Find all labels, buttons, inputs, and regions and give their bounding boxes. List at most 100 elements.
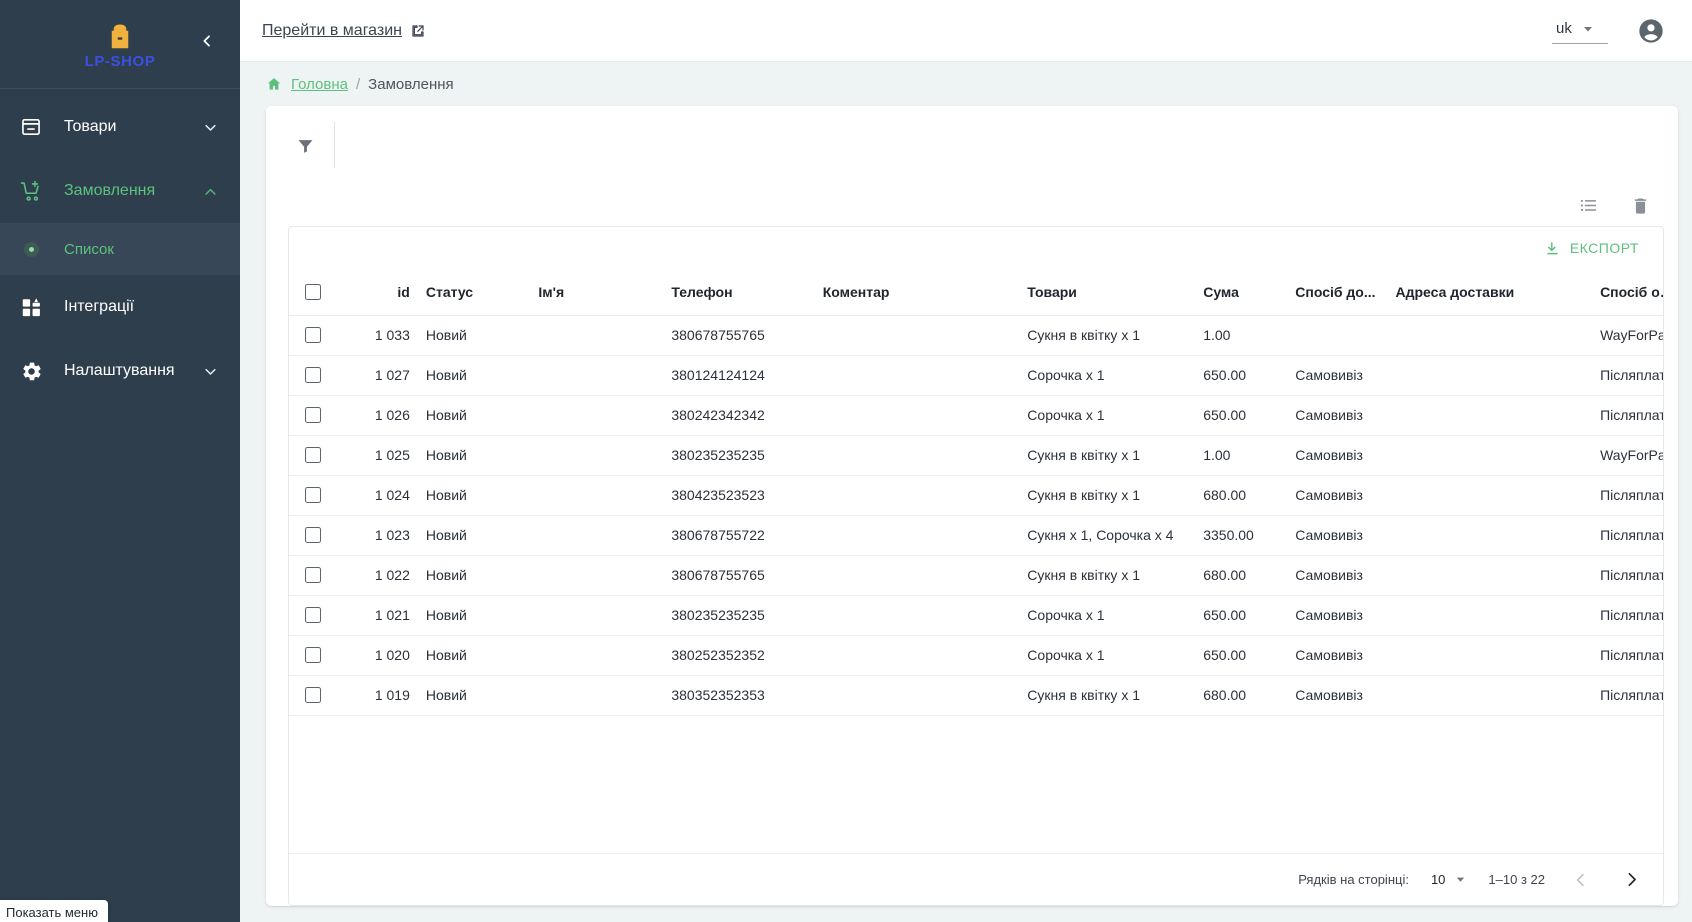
table-row[interactable]: 1 020 Новий 380252352352 Сорочка х 1 650.00 С… — [289, 635, 1663, 676]
cell-id: 1 020 — [342, 635, 418, 676]
funnel-icon — [298, 139, 312, 153]
go-to-shop-link[interactable]: Перейти в магазин — [262, 22, 426, 40]
col-shipping[interactable]: Спосіб до... — [1287, 269, 1388, 316]
cell-goods: Сорочка х 1 — [1019, 395, 1196, 436]
sidebar-item-nalashtuvannya[interactable]: Налаштування — [0, 339, 240, 403]
col-id[interactable]: id — [342, 269, 418, 316]
cell-name — [530, 475, 664, 516]
cell-sum: 1.00 — [1195, 315, 1288, 356]
sidebar-collapse-button[interactable] — [196, 30, 218, 52]
brand-logo[interactable]: LP-SHOP — [85, 22, 156, 69]
export-button[interactable]: ЕКСПОРТ — [1536, 234, 1647, 263]
table-row[interactable]: 1 023 Новий 380678755722 Сукня х 1, Сорочка… — [289, 515, 1663, 556]
table-row[interactable]: 1 033 Новий 380678755765 Сукня в квітку х 1… — [289, 315, 1663, 356]
home-icon — [266, 76, 283, 93]
cell-payment: Післяплата — [1592, 675, 1663, 716]
language-select[interactable]: uk — [1552, 17, 1608, 44]
cell-address — [1387, 555, 1593, 596]
cell-goods: Сукня в квітку х 1 — [1019, 555, 1196, 596]
cell-status: Новий — [417, 435, 531, 476]
cell-select — [289, 675, 343, 716]
cell-phone: 380124124124 — [663, 355, 815, 396]
cell-sum: 650.00 — [1195, 355, 1288, 396]
sidebar-item-label: Інтеграції — [64, 298, 135, 315]
row-checkbox[interactable] — [305, 407, 321, 423]
col-name[interactable]: Ім'я — [530, 269, 664, 316]
cell-shipping — [1287, 315, 1388, 356]
sidebar-nav: Товари Замовлення — [0, 89, 240, 403]
account-button[interactable] — [1636, 16, 1666, 46]
cell-id: 1 022 — [342, 555, 418, 596]
col-phone[interactable]: Телефон — [663, 269, 815, 316]
sidebar-item-spisok[interactable]: Список — [0, 223, 240, 275]
cell-shipping: Самовивіз — [1287, 675, 1388, 716]
cell-address — [1387, 475, 1593, 516]
sidebar-item-integraciyi[interactable]: Інтеграції — [0, 275, 240, 339]
table-row[interactable]: 1 022 Новий 380678755765 Сукня в квітку х 1… — [289, 555, 1663, 596]
row-checkbox[interactable] — [305, 687, 321, 703]
sidebar-item-zamovlennya[interactable]: Замовлення — [0, 159, 240, 223]
table-row[interactable]: 1 021 Новий 380235235235 Сорочка х 1 650.00 С… — [289, 595, 1663, 636]
sidebar-item-tovary[interactable]: Товари — [0, 95, 240, 159]
table-scroll-area[interactable]: id Статус Ім'я Телефон Коментар Товари С… — [289, 269, 1663, 853]
breadcrumb-home-link[interactable]: Головна — [291, 75, 348, 93]
cell-goods: Сукня х 1, Сорочка х 4 — [1019, 515, 1196, 556]
col-status[interactable]: Статус — [417, 269, 531, 316]
row-checkbox[interactable] — [305, 447, 321, 463]
rows-per-page-select[interactable]: 10 — [1431, 872, 1466, 887]
language-value: uk — [1556, 20, 1572, 37]
cell-name — [530, 595, 664, 636]
table-row[interactable]: 1 025 Новий 380235235235 Сукня в квітку х 1… — [289, 435, 1663, 476]
pagination-range: 1–10 з 22 — [1488, 872, 1545, 887]
cell-address — [1387, 395, 1593, 436]
col-goods[interactable]: Товари — [1019, 269, 1196, 316]
row-checkbox[interactable] — [305, 367, 321, 383]
rows-per-page-label: Рядків на сторінці: — [1298, 872, 1409, 887]
col-payment[interactable]: Спосіб оп... — [1592, 269, 1663, 316]
row-checkbox[interactable] — [305, 487, 321, 503]
cell-id: 1 033 — [342, 315, 418, 356]
breadcrumb-separator: / — [356, 75, 361, 93]
table-row[interactable]: 1 024 Новий 380423523523 Сукня в квітку х 1… — [289, 475, 1663, 516]
cell-shipping: Самовивіз — [1287, 395, 1388, 436]
caret-down-icon — [1583, 26, 1592, 31]
sidebar-item-label: Налаштування — [64, 362, 175, 379]
cell-comment — [814, 315, 1020, 356]
cell-id: 1 026 — [342, 395, 418, 436]
row-checkbox[interactable] — [305, 647, 321, 663]
table-tools-row — [266, 184, 1678, 226]
previous-page-button[interactable] — [1567, 866, 1595, 894]
rows-per-page-value: 10 — [1430, 872, 1446, 887]
columns-button[interactable] — [1576, 193, 1600, 217]
chevron-left-icon — [203, 35, 210, 47]
cell-select — [289, 355, 343, 396]
delete-button[interactable] — [1628, 193, 1652, 217]
external-link-icon — [412, 24, 424, 37]
select-all-checkbox[interactable] — [305, 283, 321, 300]
row-checkbox[interactable] — [305, 327, 321, 343]
next-page-button[interactable] — [1617, 866, 1645, 894]
col-sum[interactable]: Сума — [1195, 269, 1288, 316]
cell-payment: Післяплата — [1592, 635, 1663, 676]
grid-blocks-icon — [18, 294, 44, 320]
sidebar-item-label: Список — [64, 240, 114, 258]
cell-phone: 380678755765 — [663, 555, 815, 596]
download-icon — [1547, 241, 1558, 254]
filter-button[interactable] — [288, 128, 322, 162]
col-address[interactable]: Адреса доставки — [1387, 269, 1593, 316]
cell-id: 1 019 — [342, 675, 418, 716]
row-checkbox[interactable] — [305, 527, 321, 543]
row-checkbox[interactable] — [305, 567, 321, 583]
row-checkbox[interactable] — [305, 607, 321, 623]
table-row[interactable]: 1 026 Новий 380242342342 Сорочка х 1 650.00 С… — [289, 395, 1663, 436]
chevron-up-icon — [202, 183, 218, 199]
cell-goods: Сорочка х 1 — [1019, 595, 1196, 636]
col-comment[interactable]: Коментар — [814, 269, 1020, 316]
account-circle-icon — [1639, 18, 1663, 43]
table-row[interactable]: 1 019 Новий 380352352353 Сукня в квітку х 1… — [289, 675, 1663, 716]
table-row[interactable]: 1 027 Новий 380124124124 Сорочка х 1 650.00 С… — [289, 355, 1663, 396]
cell-name — [530, 555, 664, 596]
cell-select — [289, 595, 343, 636]
cell-address — [1387, 355, 1593, 396]
